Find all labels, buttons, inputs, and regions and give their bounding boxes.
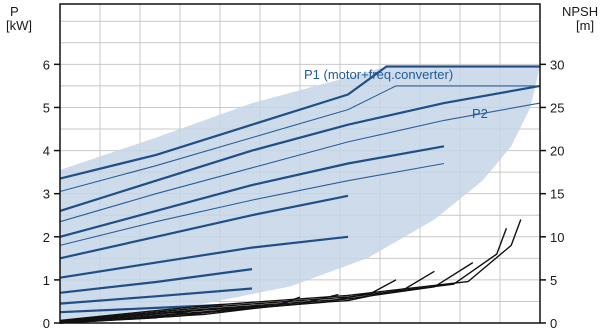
series-line-npsh-14 — [59, 270, 435, 323]
right-tick-label: 5 — [550, 273, 557, 288]
series-line-p1-0 — [59, 65, 540, 180]
series-line-p1-1 — [59, 84, 541, 212]
left-tick-label: 5 — [43, 100, 50, 115]
p2-annotation: P2 — [472, 106, 488, 121]
right-axis-label-line1: NPSH — [562, 4, 598, 19]
series-line-p2-10 — [59, 162, 445, 246]
series-line-p1-2 — [59, 145, 445, 238]
series-line-p1-5 — [59, 268, 253, 294]
series-line-p2-9 — [59, 102, 541, 223]
left-tick-label: 6 — [43, 57, 50, 72]
left-tick-label: 4 — [43, 144, 50, 159]
right-tick-label: 30 — [550, 57, 564, 72]
left-tick-label: 1 — [43, 273, 50, 288]
series-line-p1-3 — [59, 194, 349, 260]
series-line-npsh-12 — [59, 227, 508, 322]
right-tick-label: 25 — [550, 100, 564, 115]
p1-annotation: P1 (motor+freq.converter) — [304, 67, 453, 82]
left-tick-label: 2 — [43, 230, 50, 245]
right-axis: 0 5 10 15 20 25 30 — [540, 57, 564, 331]
left-tick-label: 3 — [43, 187, 50, 202]
series-line-npsh-19 — [59, 309, 195, 324]
series-line-npsh-11 — [59, 219, 522, 322]
envelope-area — [60, 66, 540, 320]
series-line-p2-8 — [59, 85, 540, 193]
series-line-p1-6 — [59, 287, 253, 305]
left-axis: 0 1 2 3 4 5 6 — [43, 57, 60, 331]
right-tick-label: 10 — [550, 230, 564, 245]
right-tick-label: 15 — [550, 187, 564, 202]
right-axis-label-line2: [m] — [576, 18, 594, 33]
left-tick-label: 0 — [43, 316, 50, 331]
right-tick-label: 0 — [550, 316, 557, 331]
plot-frame — [59, 3, 541, 324]
left-axis-label-line2: [kW] — [6, 18, 32, 33]
series-group — [59, 65, 541, 324]
left-axis-label-line1: P — [10, 4, 19, 19]
right-tick-label: 20 — [550, 144, 564, 159]
series-line-p1-4 — [59, 235, 349, 279]
